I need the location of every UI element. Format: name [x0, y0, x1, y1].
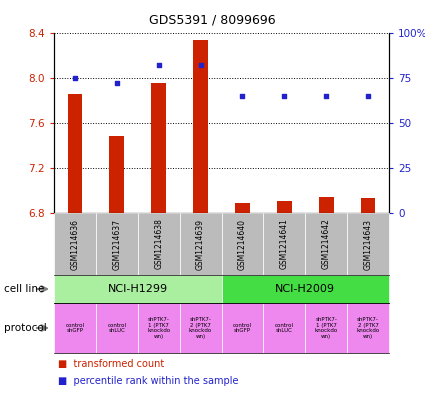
Text: GSM1214637: GSM1214637 — [112, 219, 121, 270]
Text: control
shLUC: control shLUC — [107, 323, 126, 333]
Text: shPTK7-
1 (PTK7
knockdo
wn): shPTK7- 1 (PTK7 knockdo wn) — [314, 317, 338, 339]
Point — [155, 62, 162, 68]
Text: NCI-H1299: NCI-H1299 — [108, 284, 168, 294]
Text: control
shGFP: control shGFP — [233, 323, 252, 333]
Text: GSM1214638: GSM1214638 — [154, 219, 163, 270]
Bar — [361, 198, 375, 213]
Point — [197, 62, 204, 68]
Text: GSM1214636: GSM1214636 — [71, 219, 79, 270]
Bar — [151, 83, 166, 213]
Text: control
shLUC: control shLUC — [275, 323, 294, 333]
Text: shPTK7-
2 (PTK7
knockdo
wn): shPTK7- 2 (PTK7 knockdo wn) — [189, 317, 212, 339]
Point — [239, 93, 246, 99]
Text: NCI-H2009: NCI-H2009 — [275, 284, 335, 294]
Point — [365, 93, 371, 99]
Text: ■  transformed count: ■ transformed count — [58, 360, 164, 369]
Text: control
shGFP: control shGFP — [65, 323, 85, 333]
Bar — [68, 94, 82, 213]
Text: cell line: cell line — [4, 284, 45, 294]
Point — [323, 93, 330, 99]
Bar — [319, 197, 334, 213]
Text: GSM1214639: GSM1214639 — [196, 219, 205, 270]
Text: GSM1214641: GSM1214641 — [280, 219, 289, 270]
Text: shPTK7-
1 (PTK7
knockdo
wn): shPTK7- 1 (PTK7 knockdo wn) — [147, 317, 170, 339]
Text: shPTK7-
2 (PTK7
knockdo
wn): shPTK7- 2 (PTK7 knockdo wn) — [357, 317, 380, 339]
Bar — [110, 136, 124, 213]
Text: GSM1214640: GSM1214640 — [238, 219, 247, 270]
Text: ■  percentile rank within the sample: ■ percentile rank within the sample — [58, 376, 239, 386]
Bar — [235, 203, 250, 213]
Bar — [277, 200, 292, 213]
Text: GSM1214642: GSM1214642 — [322, 219, 331, 270]
Point — [281, 93, 288, 99]
Bar — [193, 40, 208, 213]
Point — [71, 75, 78, 81]
Text: protocol: protocol — [4, 323, 47, 333]
Text: GSM1214643: GSM1214643 — [363, 219, 373, 270]
Point — [113, 80, 120, 86]
Text: GDS5391 / 8099696: GDS5391 / 8099696 — [149, 13, 276, 26]
